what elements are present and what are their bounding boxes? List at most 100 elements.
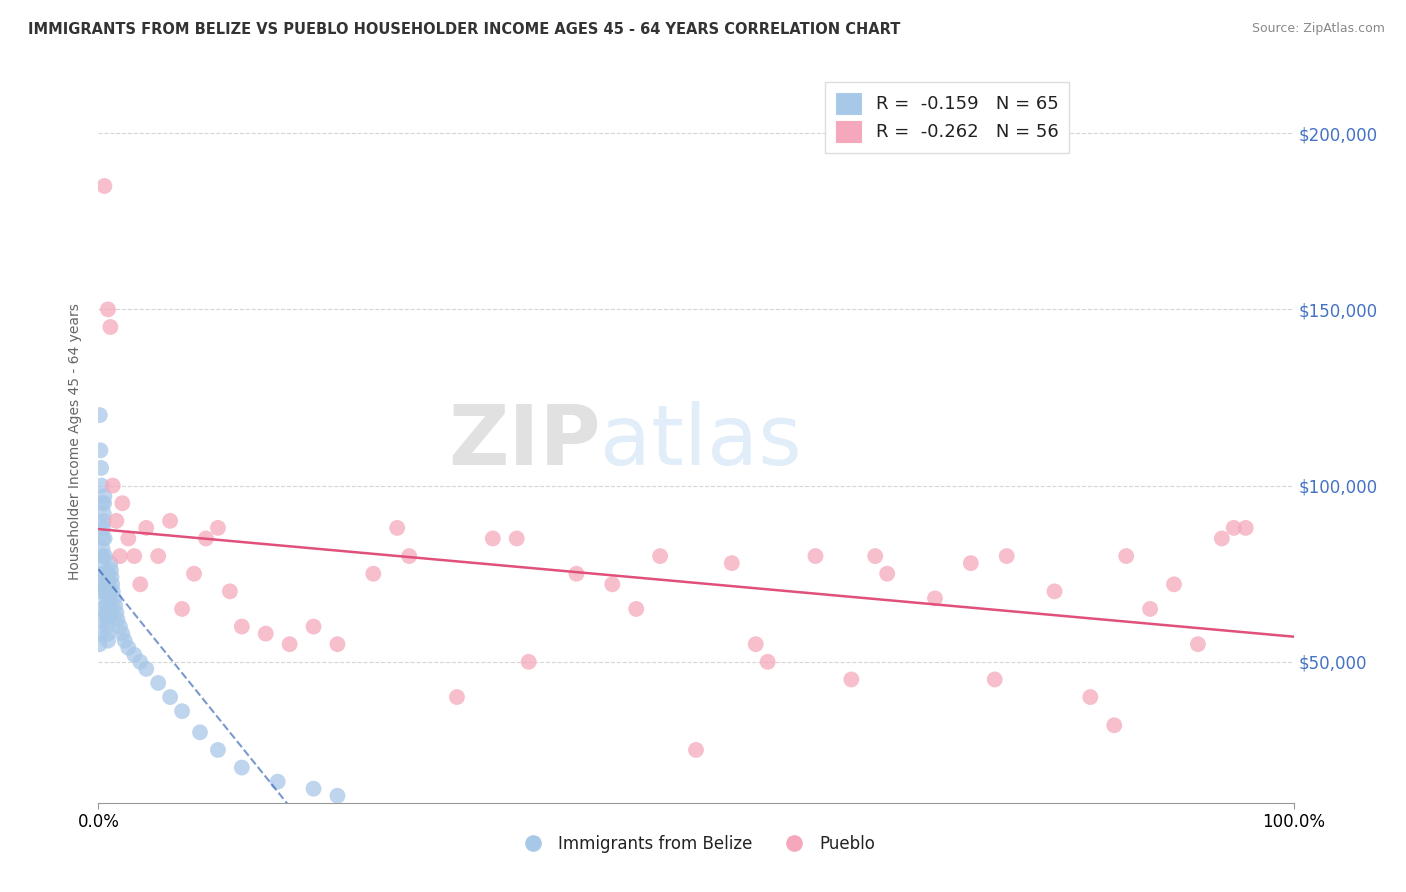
Point <box>398 549 420 563</box>
Point <box>172 704 194 718</box>
Point <box>93 496 115 510</box>
Point <box>97 574 120 588</box>
Point <box>100 563 122 577</box>
Point <box>302 619 325 633</box>
Point <box>326 789 349 803</box>
Point <box>93 532 115 546</box>
Text: ZIP: ZIP <box>449 401 600 482</box>
Point <box>104 599 127 613</box>
Point <box>159 690 181 704</box>
Point <box>302 781 325 796</box>
Point <box>129 577 152 591</box>
Point <box>278 637 301 651</box>
Point <box>482 532 505 546</box>
Point <box>650 549 672 563</box>
Point <box>97 626 120 640</box>
Point <box>804 549 827 563</box>
Point <box>756 655 779 669</box>
Legend: Immigrants from Belize, Pueblo: Immigrants from Belize, Pueblo <box>510 828 882 860</box>
Point <box>960 556 983 570</box>
Point <box>100 570 122 584</box>
Point <box>721 556 744 570</box>
Point <box>91 521 114 535</box>
Point <box>231 760 253 774</box>
Point <box>97 633 120 648</box>
Point <box>89 443 111 458</box>
Point <box>91 549 114 563</box>
Point <box>90 577 112 591</box>
Point <box>626 602 648 616</box>
Point <box>1115 549 1137 563</box>
Point <box>267 774 290 789</box>
Point <box>1223 521 1246 535</box>
Point <box>745 637 768 651</box>
Point <box>111 496 134 510</box>
Point <box>517 655 540 669</box>
Point <box>90 566 112 581</box>
Point <box>685 743 707 757</box>
Point <box>98 602 121 616</box>
Point <box>219 584 242 599</box>
Text: IMMIGRANTS FROM BELIZE VS PUEBLO HOUSEHOLDER INCOME AGES 45 - 64 YEARS CORRELATI: IMMIGRANTS FROM BELIZE VS PUEBLO HOUSEHO… <box>28 22 900 37</box>
Point <box>506 532 529 546</box>
Point <box>363 566 385 581</box>
Point <box>97 302 120 317</box>
Point <box>565 566 588 581</box>
Point <box>94 584 117 599</box>
Point <box>1043 584 1066 599</box>
Point <box>93 507 115 521</box>
Point <box>101 577 124 591</box>
Point <box>602 577 624 591</box>
Point <box>841 673 863 687</box>
Point <box>1163 577 1185 591</box>
Y-axis label: Householder Income Ages 45 - 64 years: Householder Income Ages 45 - 64 years <box>69 303 83 580</box>
Point <box>90 613 112 627</box>
Text: Source: ZipAtlas.com: Source: ZipAtlas.com <box>1251 22 1385 36</box>
Point <box>98 320 122 334</box>
Point <box>89 637 111 651</box>
Point <box>97 581 120 595</box>
Point <box>129 655 152 669</box>
Point <box>114 633 136 648</box>
Point <box>148 676 170 690</box>
Point <box>94 566 117 581</box>
Text: atlas: atlas <box>600 401 801 482</box>
Point <box>135 662 157 676</box>
Point <box>1234 521 1257 535</box>
Point <box>107 613 129 627</box>
Point <box>159 514 181 528</box>
Point <box>385 521 409 535</box>
Point <box>97 566 120 581</box>
Point <box>98 588 121 602</box>
Point <box>91 532 114 546</box>
Point <box>96 606 118 620</box>
Point <box>98 595 121 609</box>
Point <box>446 690 468 704</box>
Point <box>89 408 111 422</box>
Point <box>96 613 118 627</box>
Point <box>101 478 124 492</box>
Point <box>1139 602 1161 616</box>
Point <box>1080 690 1102 704</box>
Point <box>984 673 1007 687</box>
Point <box>117 532 139 546</box>
Point <box>172 602 194 616</box>
Point <box>105 514 128 528</box>
Point <box>98 609 121 624</box>
Point <box>326 637 349 651</box>
Point <box>924 591 946 606</box>
Point <box>89 626 111 640</box>
Point <box>254 626 277 640</box>
Point <box>93 514 115 528</box>
Point <box>865 549 887 563</box>
Point <box>91 542 114 557</box>
Point <box>231 619 253 633</box>
Point <box>96 619 118 633</box>
Point <box>995 549 1018 563</box>
Point <box>183 566 205 581</box>
Point <box>91 556 114 570</box>
Point <box>207 743 229 757</box>
Point <box>96 599 118 613</box>
Point <box>124 549 146 563</box>
Point <box>90 584 112 599</box>
